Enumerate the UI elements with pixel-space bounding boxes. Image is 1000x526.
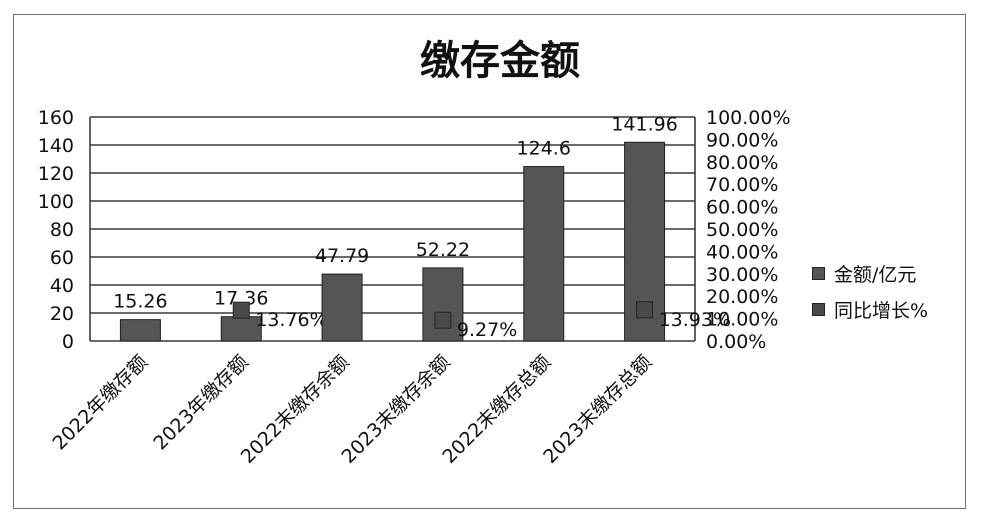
legend-label: 金额/亿元 (834, 263, 917, 286)
y-left-tick-label: 0 (62, 331, 74, 353)
bar-value-label: 15.26 (113, 291, 167, 313)
bar (422, 267, 464, 342)
x-tick-label: 2022年缴存额 (48, 351, 151, 454)
x-tick-label: 2023末缴存余额 (338, 351, 455, 468)
chart-frame (13, 14, 966, 509)
y-right-tick-label: 60.00% (706, 197, 778, 219)
y-left-tick-label: 100 (38, 191, 74, 213)
x-tick-label: 2023末缴存总额 (539, 351, 656, 468)
y-right-tick-label: 10.00% (706, 309, 778, 331)
growth-point (434, 311, 452, 329)
y-left-tick-label: 140 (38, 135, 74, 157)
bar (119, 319, 161, 342)
bar (321, 273, 363, 342)
y-left-tick-label: 40 (50, 275, 74, 297)
y-right-tick-label: 0.00% (706, 331, 766, 353)
bar (523, 166, 565, 342)
y-left-tick-label: 60 (50, 247, 74, 269)
bar-value-label: 52.22 (416, 239, 470, 261)
bar-value-label: 141.96 (611, 113, 677, 135)
bar-value-label: 17.36 (214, 288, 268, 310)
legend-item: 金额/亿元 (812, 262, 928, 286)
y-left-tick-label: 120 (38, 163, 74, 185)
y-right-tick-label: 100.00% (706, 107, 791, 129)
legend-swatch (812, 266, 825, 280)
y-right-tick-label: 50.00% (706, 219, 778, 241)
bar-value-label: 124.6 (517, 138, 571, 160)
chart-legend: 金额/亿元同比增长% (812, 262, 928, 334)
y-right-tick-label: 20.00% (706, 286, 778, 308)
y-left-tick-label: 80 (50, 219, 74, 241)
y-right-tick-label: 40.00% (706, 241, 778, 263)
y-right-tick-label: 70.00% (706, 174, 778, 196)
x-tick-label: 2022末缴存总额 (438, 351, 555, 468)
growth-point (232, 301, 250, 319)
y-left-tick-label: 20 (50, 303, 74, 325)
y-right-tick-label: 90.00% (706, 129, 778, 151)
bar-value-label: 47.79 (315, 245, 369, 267)
growth-value-label: 13.93% (659, 309, 731, 331)
y-right-tick-label: 30.00% (706, 264, 778, 286)
x-tick-label: 2023年缴存额 (149, 351, 252, 454)
x-tick-label: 2022末缴存余额 (237, 351, 354, 468)
legend-swatch (812, 302, 825, 316)
growth-point (636, 301, 654, 319)
growth-value-label: 9.27% (457, 319, 517, 341)
chart-title: 缴存金额 (420, 37, 580, 84)
y-right-tick-label: 80.00% (706, 152, 778, 174)
legend-item: 同比增长% (812, 298, 929, 322)
y-left-tick-label: 160 (38, 107, 74, 129)
growth-value-label: 13.76% (255, 309, 327, 331)
legend-label: 同比增长% (834, 299, 929, 322)
